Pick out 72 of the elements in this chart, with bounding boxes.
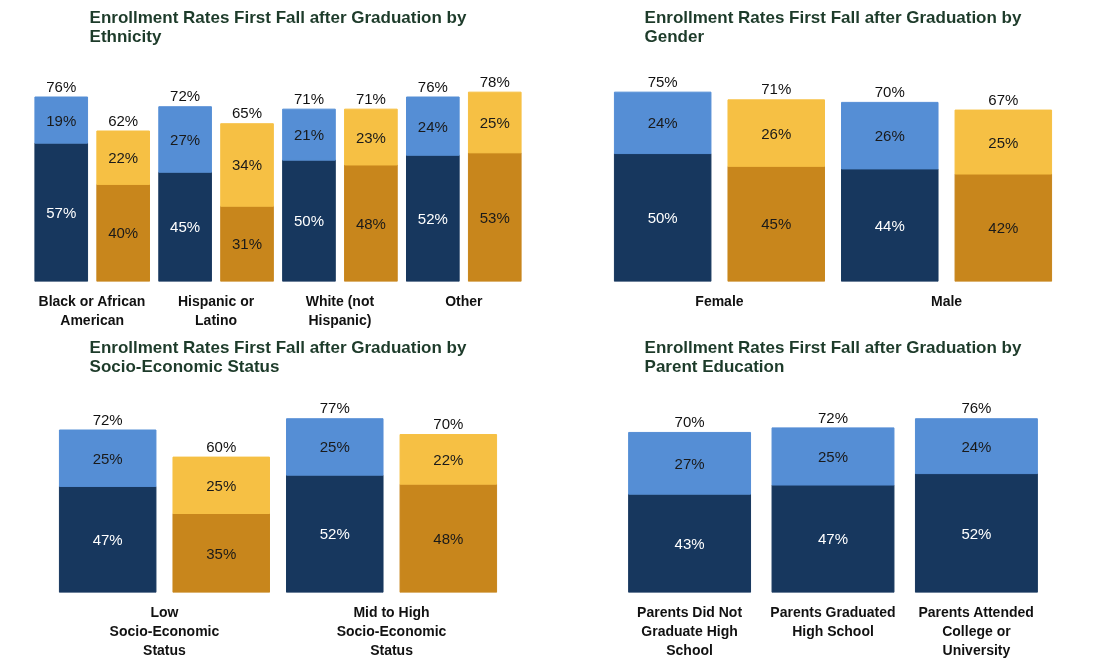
data-label: 25% bbox=[817, 447, 849, 465]
data-label: 22% bbox=[433, 450, 464, 468]
data-label: 47% bbox=[817, 530, 849, 548]
total-label: 60% bbox=[206, 437, 237, 455]
total-label: 67% bbox=[988, 90, 1019, 108]
x-tick-label: Hispanic or Latino bbox=[177, 292, 255, 328]
data-label: 25% bbox=[206, 476, 237, 494]
x-tick-label: Low Socio-Economic Status bbox=[109, 603, 220, 658]
data-label: 57% bbox=[46, 203, 77, 221]
data-label: 24% bbox=[961, 437, 992, 455]
data-label: 50% bbox=[293, 212, 324, 230]
data-label: 47% bbox=[92, 530, 123, 548]
data-label: 22% bbox=[108, 149, 139, 167]
data-label: 27% bbox=[674, 454, 705, 472]
data-label: 19% bbox=[46, 111, 77, 129]
x-tick-label: Female bbox=[695, 292, 744, 309]
data-label: 52% bbox=[961, 524, 992, 542]
x-tick-label: Parents Did Not Graduate High School bbox=[637, 603, 743, 658]
total-label: 76% bbox=[961, 399, 992, 417]
data-label: 44% bbox=[874, 216, 905, 234]
data-label: 48% bbox=[433, 529, 464, 547]
data-label: 24% bbox=[417, 117, 448, 135]
data-label: 25% bbox=[92, 449, 123, 467]
total-label: 72% bbox=[817, 408, 849, 426]
data-label: 26% bbox=[874, 127, 905, 145]
data-label: 31% bbox=[232, 235, 263, 253]
data-label: 40% bbox=[108, 224, 139, 242]
chart-title: Enrollment Rates First Fall after Graduation by Gender bbox=[644, 7, 1022, 46]
x-tick-label: Male bbox=[930, 292, 963, 309]
data-label: 21% bbox=[293, 126, 324, 144]
x-tick-label: White (not Hispanic) bbox=[305, 292, 375, 328]
total-label: 72% bbox=[170, 87, 201, 105]
data-label: 45% bbox=[170, 218, 201, 236]
total-label: 71% bbox=[355, 89, 386, 107]
total-label: 71% bbox=[761, 80, 792, 98]
data-label: 25% bbox=[988, 133, 1019, 151]
data-label: 24% bbox=[647, 114, 678, 132]
total-label: 65% bbox=[232, 104, 263, 122]
total-label: 76% bbox=[46, 77, 77, 95]
data-label: 23% bbox=[355, 128, 386, 146]
data-label: 52% bbox=[319, 525, 350, 543]
chart-title: Enrollment Rates First Fall after Graduation by Ethnicity bbox=[89, 7, 467, 46]
total-label: 77% bbox=[319, 399, 350, 417]
data-label: 45% bbox=[761, 215, 792, 233]
total-label: 71% bbox=[293, 89, 324, 107]
chart-title: Enrollment Rates First Fall after Graduation by Socio-Economic Status bbox=[89, 337, 467, 376]
x-tick-label: Black or African American bbox=[38, 292, 146, 328]
chart-title: Enrollment Rates First Fall after Graduation by Parent Education bbox=[644, 337, 1022, 376]
total-label: 70% bbox=[674, 413, 705, 431]
total-label: 72% bbox=[92, 410, 123, 428]
x-tick-label: Parents Graduated High School bbox=[770, 603, 896, 639]
total-label: 62% bbox=[108, 111, 139, 129]
total-label: 75% bbox=[647, 72, 678, 90]
data-label: 42% bbox=[988, 219, 1019, 237]
total-label: 76% bbox=[417, 77, 448, 95]
data-label: 27% bbox=[170, 130, 201, 148]
data-label: 25% bbox=[479, 114, 510, 131]
total-label: 70% bbox=[433, 415, 464, 433]
data-label: 52% bbox=[417, 209, 448, 227]
total-label: 78% bbox=[479, 72, 510, 90]
data-label: 34% bbox=[232, 156, 263, 174]
data-label: 25% bbox=[319, 438, 350, 456]
data-label: 35% bbox=[206, 544, 237, 562]
data-label: 43% bbox=[674, 534, 705, 552]
total-label: 70% bbox=[874, 82, 905, 100]
x-tick-label: Parents Attended College or University bbox=[918, 603, 1034, 658]
x-tick-label: Mid to High Socio-Economic Status bbox=[336, 603, 447, 658]
data-label: 26% bbox=[761, 124, 792, 142]
data-label: 53% bbox=[479, 208, 510, 226]
data-label: 50% bbox=[647, 209, 678, 227]
data-label: 48% bbox=[355, 214, 386, 232]
x-tick-label: Other bbox=[445, 292, 484, 309]
